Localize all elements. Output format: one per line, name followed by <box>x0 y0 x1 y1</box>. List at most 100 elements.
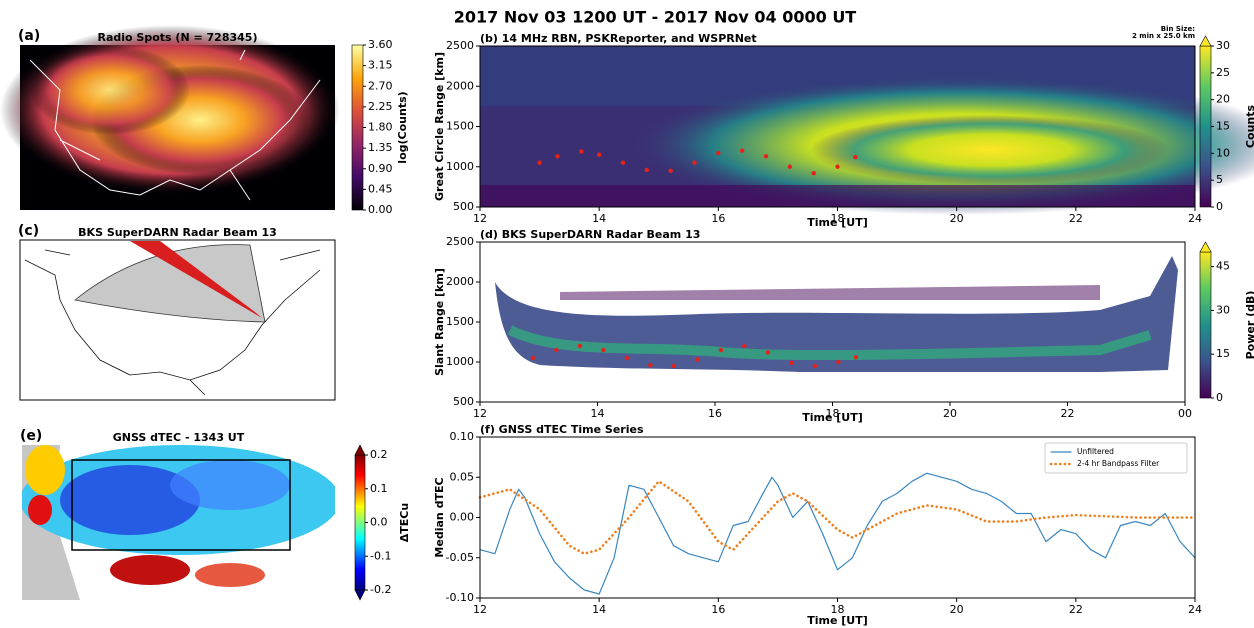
track-point <box>530 355 536 361</box>
map-e <box>22 445 335 600</box>
colorbar-tick-label: 20 <box>1216 93 1230 106</box>
x-tick-label: 12 <box>473 212 487 225</box>
track-point <box>579 149 584 154</box>
colorbar-tick-label: 1.35 <box>368 141 393 154</box>
x-tick-label: 22 <box>1069 603 1083 616</box>
x-tick-label: 22 <box>1069 212 1083 225</box>
y-axis-label: Great Circle Range [km] <box>433 52 446 201</box>
colorbar-tick-label: 15 <box>1216 120 1230 133</box>
colorbar-tick-label: 1.80 <box>368 121 393 134</box>
colorbar-label: Counts <box>1244 105 1254 149</box>
track-point <box>811 170 816 176</box>
colorbar-tick-label: 0.2 <box>370 448 388 461</box>
colorbar-tick-label: 15 <box>1216 347 1230 360</box>
track-point <box>853 154 858 160</box>
colorbar-extend <box>354 589 366 601</box>
map-a <box>0 25 340 210</box>
x-axis-label: Time [UT] <box>807 614 868 627</box>
y-tick-label: 1500 <box>446 315 474 328</box>
annotation: 2 min x 25.0 km <box>1132 32 1195 40</box>
x-tick-label: 14 <box>592 603 606 616</box>
series-line <box>479 472 1196 595</box>
legend-box <box>1044 442 1188 474</box>
colorbar-tick-label: 0.45 <box>368 182 393 195</box>
y-tick-label: 500 <box>453 395 474 408</box>
x-tick-label: 20 <box>943 407 957 420</box>
track-point <box>671 363 677 369</box>
track-point <box>601 347 606 353</box>
panel-title: Radio Spots (N = 728345) <box>98 31 258 44</box>
track-point <box>644 167 650 173</box>
x-tick-label: 12 <box>473 603 487 616</box>
y-tick-label: 2500 <box>446 39 474 52</box>
colorbar <box>351 44 364 211</box>
colorbar-label: ΔTECu <box>398 503 411 542</box>
panel-title: GNSS dTEC - 1343 UT <box>113 431 245 444</box>
legend-label: Unfiltered <box>1077 447 1114 456</box>
colorbar-tick-label: 45 <box>1216 260 1230 273</box>
track-point <box>554 347 559 353</box>
x-tick-label: 12 <box>473 407 487 420</box>
y-axis-label: Median dTEC <box>433 477 446 557</box>
x-tick-label: 16 <box>711 212 725 225</box>
colorbar-tick-label: 0 <box>1216 391 1223 404</box>
annotation: Bin Size: <box>1161 25 1195 33</box>
track-point <box>812 363 818 369</box>
colorbar-tick-label: 25 <box>1216 66 1230 79</box>
y-tick-label: -0.05 <box>446 551 474 564</box>
y-tick-label: 1500 <box>446 120 474 133</box>
x-tick-label: 14 <box>592 212 606 225</box>
y-tick-label: 0.05 <box>450 470 475 483</box>
y-axis-label: Slant Range [km] <box>433 268 446 376</box>
x-tick-label: 18 <box>826 407 840 420</box>
colorbar-tick-label: 0.90 <box>368 162 393 175</box>
track-point <box>537 160 542 165</box>
map-c <box>19 239 336 401</box>
track-point <box>624 355 630 361</box>
x-tick-label: 18 <box>831 603 845 616</box>
y-tick-label: 1000 <box>446 355 474 368</box>
x-axis-label: Time [UT] <box>807 216 868 229</box>
colorbar-tick-label: 5 <box>1216 173 1223 186</box>
x-tick-label: 20 <box>950 603 964 616</box>
panel-label: (e) <box>20 428 42 444</box>
track-point <box>668 168 673 173</box>
track-point <box>739 148 745 153</box>
x-tick-label: 14 <box>591 407 605 420</box>
y-tick-label: 2500 <box>446 235 474 248</box>
colorbar-tick-label: 3.15 <box>368 59 393 72</box>
colorbar-extend <box>1199 35 1212 47</box>
colorbar <box>1199 251 1212 399</box>
colorbar-tick-label: 0 <box>1216 200 1223 213</box>
track-point <box>596 152 602 157</box>
track-point <box>836 359 841 365</box>
panel-title: BKS SuperDARN Radar Beam 13 <box>78 226 277 239</box>
colorbar-label: Power (dB) <box>1244 291 1254 360</box>
track-point <box>716 150 721 156</box>
y-tick-label: 1000 <box>446 160 474 173</box>
track-point <box>742 343 747 349</box>
colorbar-tick-label: -0.1 <box>370 549 391 562</box>
panel-label: (a) <box>18 28 40 44</box>
track-point <box>763 154 769 159</box>
x-tick-label: 24 <box>1188 212 1202 225</box>
y-tick-label: 0.10 <box>450 430 475 443</box>
track-point <box>695 357 700 362</box>
colorbar-tick-label: -0.2 <box>370 583 391 596</box>
track-point <box>648 363 653 368</box>
colorbar-tick-label: 0.1 <box>370 482 388 495</box>
colorbar-extend <box>1199 241 1212 253</box>
y-tick-label: 500 <box>453 200 474 213</box>
x-axis-label: Time [UT] <box>802 411 863 424</box>
track-point <box>577 343 583 349</box>
track-point <box>620 160 626 165</box>
colorbar-tick-label: 0.0 <box>370 516 388 529</box>
y-tick-label: 2000 <box>446 275 474 288</box>
y-tick-label: -0.10 <box>446 591 474 604</box>
colorbar-tick-label: 10 <box>1216 146 1230 159</box>
x-tick-label: 00 <box>1178 407 1192 420</box>
track-point <box>853 355 859 360</box>
colorbar-tick-label: 0.00 <box>368 203 393 216</box>
colorbar-label: log(Counts) <box>396 91 409 163</box>
